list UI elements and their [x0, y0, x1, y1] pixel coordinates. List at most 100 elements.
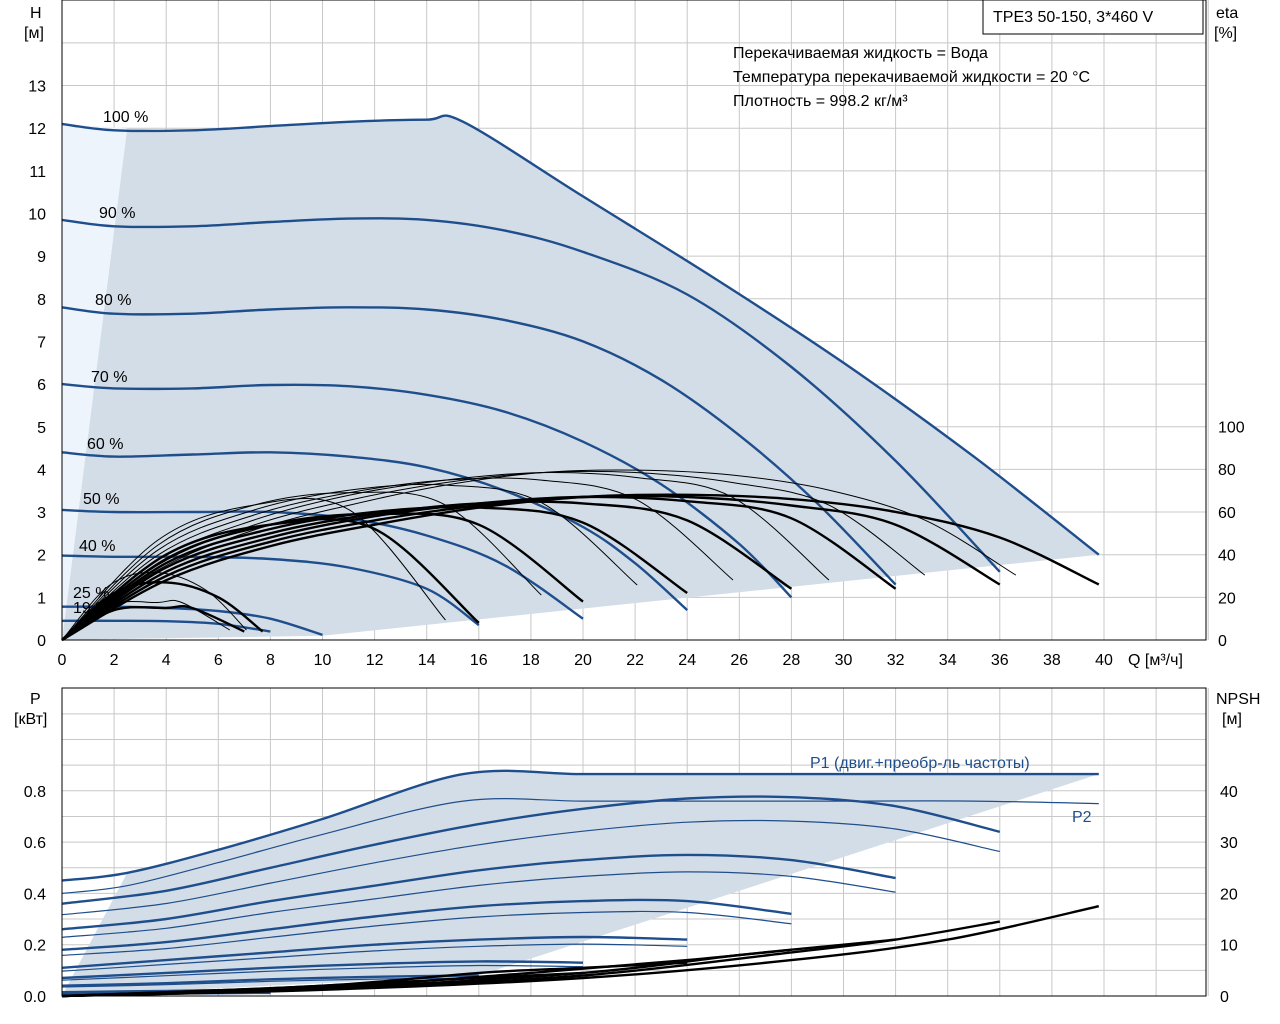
hq-curve — [61, 554, 480, 627]
x-tick-label: 32 — [887, 652, 905, 669]
hq-curve — [61, 382, 793, 599]
npsh-tick-label: 10 — [1220, 938, 1238, 955]
eta-curve — [61, 581, 264, 641]
speed-label-80: 80 % — [95, 292, 131, 309]
power-curve-p2 — [61, 943, 688, 972]
x-tick-label: 22 — [626, 652, 644, 669]
speed-label-60: 60 % — [87, 436, 123, 453]
x-tick-label: 6 — [214, 652, 223, 669]
y-tick-label: 13 — [28, 79, 46, 96]
y-tick-label: 4 — [37, 462, 46, 479]
x-tick-label: 4 — [162, 652, 171, 669]
title-box — [982, 0, 1204, 35]
x-tick-label: 40 — [1095, 652, 1113, 669]
x-axis-label: Q [м³/ч] — [1128, 652, 1183, 669]
npsh-tick-label: 40 — [1220, 784, 1238, 801]
hq-curve — [61, 451, 689, 611]
y2-axis-label-npsh: NPSH — [1216, 691, 1260, 708]
eta-curve-thin — [61, 491, 542, 641]
hq-curve — [61, 508, 584, 620]
y-tick-label: 5 — [37, 420, 46, 437]
y-tick-label: 1 — [37, 590, 46, 607]
eta-curve-thin — [61, 483, 638, 641]
npsh-curve — [61, 979, 479, 998]
y2-tick-label: 40 — [1218, 548, 1236, 565]
npsh-tick-label: 0 — [1220, 989, 1229, 1006]
y-tick-label: 10 — [28, 207, 46, 224]
hq-curve — [61, 114, 1100, 556]
legend-p2: P2 — [1072, 809, 1092, 826]
power-curve — [61, 769, 1099, 882]
power-curve — [61, 960, 584, 980]
info-liquid: Перекачиваемая жидкость = Вода — [733, 45, 988, 62]
power-curve — [61, 898, 792, 951]
x-tick-label: 0 — [58, 652, 67, 669]
y-tick-label: 7 — [37, 334, 46, 351]
power-curve — [61, 798, 1099, 894]
power-curve — [61, 795, 1001, 905]
p-tick-label: 0.8 — [24, 784, 46, 801]
hq-curve — [61, 217, 1001, 573]
x-tick-label: 10 — [314, 652, 332, 669]
chart-title: TPE3 50-150, 3*460 V — [993, 9, 1153, 26]
speed-label-70: 70 % — [91, 369, 127, 386]
power-curve — [61, 935, 688, 969]
power-curve — [61, 853, 896, 931]
p-tick-label: 0.6 — [24, 835, 46, 852]
hq-curve — [61, 306, 897, 586]
eta-curve — [61, 512, 584, 641]
y-axis-unit-p: [кВт] — [14, 711, 47, 728]
y-tick-label: 12 — [28, 121, 46, 138]
y-tick-label: 3 — [37, 505, 46, 522]
x-tick-label: 16 — [470, 652, 488, 669]
y-tick-label: 2 — [37, 548, 46, 565]
power-curve-p2 — [61, 964, 584, 981]
x-tick-label: 34 — [939, 652, 957, 669]
x-tick-label: 12 — [366, 652, 384, 669]
y2-tick-label: 0 — [1218, 633, 1227, 650]
tick-labels: 0 2 4 6 8 10 12 14 16 18 20 22 24 26 28 30 32 34 36 38 40012… — [24, 79, 1245, 1006]
power-curve — [61, 974, 479, 987]
y-tick-label: 6 — [37, 377, 46, 394]
p-tick-label: 0.4 — [24, 886, 46, 903]
operating-area-top — [62, 115, 1099, 641]
x-tick-label: 8 — [266, 652, 275, 669]
eta-curve-thin — [61, 571, 247, 641]
eta-curve — [61, 604, 245, 642]
speed-label-50: 50 % — [83, 491, 119, 508]
operating-area-bottom — [62, 770, 1099, 996]
x-tick-label: 36 — [991, 652, 1009, 669]
p-tick-label: 0.2 — [24, 938, 46, 955]
y-axis-label-p: P — [30, 691, 41, 708]
curves — [61, 114, 1100, 998]
power-curve-p2 — [61, 871, 896, 938]
x-tick-label: 14 — [418, 652, 436, 669]
y2-axis-unit-npsh: [м] — [1222, 711, 1242, 728]
x-tick-label: 24 — [678, 652, 696, 669]
y2-tick-label: 80 — [1218, 462, 1236, 479]
eta-curve — [61, 517, 480, 641]
legend-p1: P1 (двиг.+преобр-ль частоты) — [810, 755, 1030, 772]
y2-tick-label: 20 — [1218, 590, 1236, 607]
y-tick-label: 8 — [37, 292, 46, 309]
frames — [61, 0, 1207, 997]
y2-tick-label: 60 — [1218, 505, 1236, 522]
npsh-tick-label: 30 — [1220, 835, 1238, 852]
p-tick-label: 0.0 — [24, 989, 46, 1006]
x-tick-label: 26 — [730, 652, 748, 669]
speed-label-19: 19 % — [73, 600, 109, 617]
bottom-plot-frame — [61, 687, 1207, 997]
operating-areas — [62, 115, 1099, 996]
x-tick-label: 18 — [522, 652, 540, 669]
y-tick-label: 0 — [37, 633, 46, 650]
y-axis-label-h: H — [30, 5, 42, 22]
npsh-tick-label: 20 — [1220, 886, 1238, 903]
x-tick-label: 38 — [1043, 652, 1061, 669]
speed-label-25: 25 % — [73, 585, 109, 602]
info-temperature: Температура перекачиваемой жидкости = 20… — [733, 69, 1090, 86]
speed-label-90: 90 % — [99, 205, 135, 222]
x-tick-label: 28 — [783, 652, 801, 669]
y-axis-unit-h: [м] — [24, 25, 44, 42]
